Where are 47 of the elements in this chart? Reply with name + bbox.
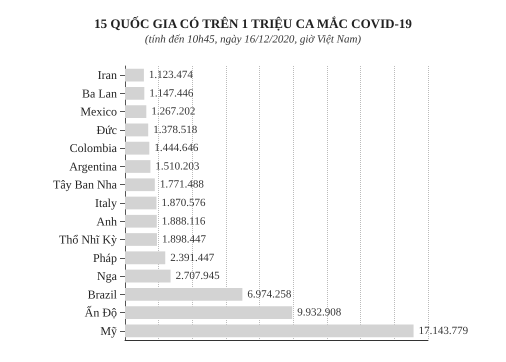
y-tick-label: Mỹ [100,324,117,338]
bar [125,306,292,319]
bar [125,196,156,210]
y-tick-label: Tây Ban Nha [53,178,118,192]
data-label: 1.510.203 [155,160,200,172]
chart-title: 15 QUỐC GIA CÓ TRÊN 1 TRIỆU CA MẮC COVID-19 [94,16,412,31]
data-label: 1.771.488 [160,178,204,191]
y-tick-label: Colombia [70,141,118,156]
y-tick-label: Nga [97,269,118,284]
bar [125,160,150,173]
data-label: 1.267.202 [151,106,196,118]
bar [125,214,157,228]
y-tick-label: Mexico [80,104,117,119]
y-tick-label: Argentina [69,159,118,174]
y-tick-label: Pháp [93,250,117,265]
bar [125,251,166,264]
data-label: 1.898.447 [162,234,206,246]
y-tick-label: Brazil [88,287,118,302]
bar [125,233,157,246]
chart-subtitle: (tính đến 10h45, ngày 16/12/2020, giờ Việt Nam) [144,34,362,46]
y-tick-label: Đức [96,122,117,137]
data-label: 1.123.474 [148,69,194,82]
data-label: 6.974.258 [247,288,292,300]
data-label: 1.147.446 [149,87,194,100]
y-tick-label: Italy [95,196,117,210]
bar [125,105,146,118]
data-label: 1.378.518 [153,124,198,136]
bar [125,124,148,136]
y-tick-label: Ba Lan [82,86,117,100]
bar [125,178,155,192]
bar [125,68,144,82]
data-label: 1.888.116 [162,215,206,228]
bar [125,270,171,282]
y-tick-label: Anh [96,214,117,228]
y-tick-label: Iran [98,68,117,82]
bar [125,87,144,100]
data-label: 2.707.945 [176,270,220,282]
data-label: 1.870.576 [161,197,206,209]
data-label: 1.444.646 [154,142,199,154]
data-label: 9.932.908 [297,306,342,319]
bar [125,324,414,338]
y-tick-label: Ấn Độ [84,306,117,320]
data-label: 17.143.779 [418,324,469,337]
bar [125,142,150,155]
y-tick-label: Thổ Nhĩ Kỳ [59,232,117,247]
bar [125,288,242,301]
data-label: 2.391.447 [170,252,215,264]
